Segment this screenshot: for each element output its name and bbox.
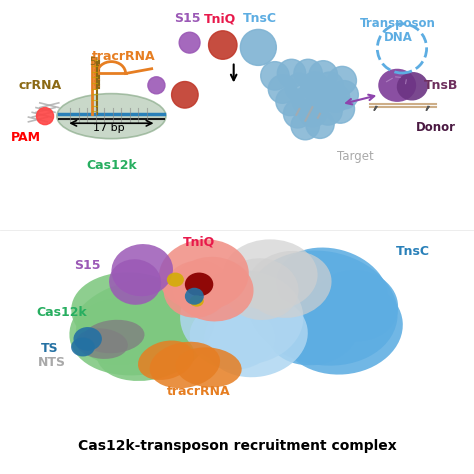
Circle shape [36,108,54,125]
Text: S15: S15 [174,12,201,26]
Ellipse shape [57,94,166,138]
Circle shape [268,75,297,103]
Ellipse shape [159,239,249,310]
Text: S15: S15 [74,259,101,272]
Circle shape [307,85,335,114]
Circle shape [301,72,329,100]
Circle shape [328,66,356,95]
Circle shape [294,59,322,88]
Circle shape [240,29,276,65]
Ellipse shape [109,259,161,305]
Text: TnsB: TnsB [424,79,458,92]
Text: TS: TS [41,342,59,355]
Ellipse shape [120,288,212,356]
Circle shape [179,32,200,53]
Ellipse shape [247,251,398,365]
Ellipse shape [180,270,303,365]
Circle shape [172,82,198,108]
Text: Transposon: Transposon [360,17,436,30]
Ellipse shape [73,327,102,351]
Circle shape [276,87,304,116]
Text: Cas12k: Cas12k [36,306,87,319]
Ellipse shape [96,306,208,381]
Text: Cas12k: Cas12k [86,159,137,173]
Ellipse shape [190,295,204,307]
Circle shape [209,31,237,59]
Ellipse shape [71,273,194,353]
Ellipse shape [173,257,254,321]
Circle shape [291,111,319,140]
Circle shape [285,73,313,102]
Text: tracrRNA: tracrRNA [91,50,155,64]
Ellipse shape [190,303,275,370]
Text: PAM: PAM [11,131,41,144]
Ellipse shape [247,251,331,318]
Circle shape [321,84,350,112]
Ellipse shape [76,299,161,365]
Ellipse shape [223,239,318,310]
Circle shape [326,95,355,123]
Ellipse shape [167,273,184,287]
Circle shape [292,87,320,115]
Circle shape [299,99,327,127]
Text: Cas12k-transposon recruitment complex: Cas12k-transposon recruitment complex [78,438,396,453]
Text: 17 bp: 17 bp [93,123,125,133]
Ellipse shape [185,288,204,305]
Text: 5': 5' [89,56,99,67]
Circle shape [283,100,312,128]
Circle shape [261,62,289,90]
Text: Target: Target [337,150,374,163]
Text: TniQ: TniQ [183,235,215,248]
Ellipse shape [164,261,230,318]
Ellipse shape [76,328,128,359]
Text: TnsC: TnsC [243,12,277,26]
Text: TnsC: TnsC [395,245,429,258]
Ellipse shape [378,69,416,102]
Text: Donor: Donor [416,121,456,135]
Circle shape [330,81,358,109]
Ellipse shape [150,342,220,388]
Ellipse shape [111,244,173,296]
Ellipse shape [175,347,242,387]
Circle shape [277,59,306,88]
Circle shape [306,110,334,138]
Ellipse shape [223,258,299,320]
Circle shape [315,72,344,100]
Text: NTS: NTS [38,356,66,369]
Circle shape [148,77,165,94]
Ellipse shape [280,280,403,374]
Text: crRNA: crRNA [19,79,62,92]
Circle shape [314,97,342,125]
Text: DNA: DNA [384,31,412,45]
Text: tracrRNA: tracrRNA [167,384,231,398]
Ellipse shape [69,279,215,375]
Ellipse shape [138,340,194,380]
Ellipse shape [71,337,95,356]
Ellipse shape [397,72,428,100]
Text: TniQ: TniQ [204,12,237,26]
Ellipse shape [185,273,213,296]
Ellipse shape [266,289,360,365]
Ellipse shape [313,270,398,341]
Ellipse shape [276,247,388,331]
Ellipse shape [204,296,308,377]
Circle shape [309,61,337,89]
Ellipse shape [83,320,145,353]
